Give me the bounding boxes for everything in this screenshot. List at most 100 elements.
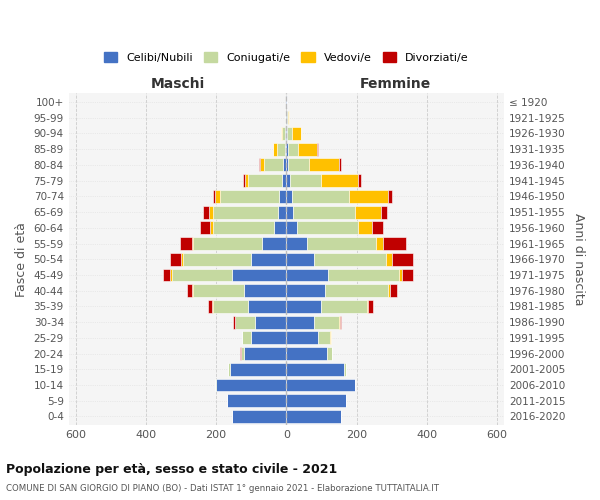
Bar [290, 174, 322, 187]
Bar [398, 268, 402, 281]
Text: Popolazione per età, sesso e stato civile - 2021: Popolazione per età, sesso e stato civil… [6, 462, 337, 475]
Bar [180, 237, 191, 250]
Bar [376, 237, 383, 250]
Bar [297, 222, 358, 234]
Bar [286, 410, 341, 423]
Bar [245, 174, 248, 187]
Bar [230, 363, 286, 376]
Bar [215, 190, 220, 203]
Bar [355, 206, 381, 218]
Bar [286, 174, 290, 187]
Bar [163, 268, 170, 281]
Bar [286, 394, 346, 407]
Bar [368, 300, 373, 313]
Bar [328, 268, 398, 281]
Bar [286, 378, 355, 392]
Bar [251, 253, 286, 266]
Bar [344, 363, 346, 376]
Bar [288, 142, 298, 156]
Bar [244, 347, 286, 360]
Bar [367, 300, 368, 313]
Bar [340, 316, 341, 328]
Bar [318, 332, 330, 344]
Bar [274, 142, 277, 156]
Bar [285, 112, 286, 124]
Bar [208, 300, 212, 313]
Bar [232, 268, 286, 281]
Bar [260, 158, 264, 172]
Bar [383, 237, 406, 250]
Bar [279, 190, 286, 203]
Bar [216, 378, 286, 392]
Bar [281, 127, 283, 140]
Bar [322, 300, 367, 313]
Bar [248, 174, 282, 187]
Bar [287, 127, 292, 140]
Bar [286, 237, 307, 250]
Bar [193, 237, 262, 250]
Bar [187, 284, 192, 297]
Bar [358, 174, 361, 187]
Bar [242, 332, 251, 344]
Bar [244, 284, 286, 297]
Bar [220, 190, 279, 203]
Bar [283, 127, 285, 140]
Bar [298, 142, 317, 156]
Bar [286, 300, 322, 313]
Bar [286, 190, 292, 203]
Bar [274, 222, 286, 234]
Bar [286, 142, 288, 156]
Bar [227, 394, 286, 407]
Bar [340, 158, 341, 172]
Bar [322, 174, 358, 187]
Text: COMUNE DI SAN GIORGIO DI PIANO (BO) - Dati ISTAT 1° gennaio 2021 - Elaborazione : COMUNE DI SAN GIORGIO DI PIANO (BO) - Da… [6, 484, 439, 493]
Bar [286, 363, 344, 376]
Bar [286, 158, 289, 172]
Bar [255, 316, 286, 328]
Bar [286, 332, 318, 344]
Bar [233, 316, 235, 328]
Bar [390, 284, 397, 297]
Bar [193, 284, 244, 297]
Bar [289, 158, 310, 172]
Bar [181, 253, 183, 266]
Bar [235, 316, 255, 328]
Bar [277, 142, 284, 156]
Bar [388, 284, 390, 297]
Text: Maschi: Maschi [151, 77, 205, 91]
Bar [212, 190, 215, 203]
Bar [248, 300, 286, 313]
Legend: Celibi/Nubili, Coniugati/e, Vedovi/e, Divorziati/e: Celibi/Nubili, Coniugati/e, Vedovi/e, Di… [104, 52, 469, 63]
Bar [286, 206, 293, 218]
Bar [264, 158, 283, 172]
Bar [286, 347, 326, 360]
Bar [284, 142, 286, 156]
Bar [402, 268, 413, 281]
Bar [381, 206, 388, 218]
Bar [278, 206, 286, 218]
Bar [170, 253, 181, 266]
Bar [183, 253, 251, 266]
Bar [314, 253, 386, 266]
Y-axis label: Fasce di età: Fasce di età [15, 222, 28, 296]
Bar [285, 127, 286, 140]
Bar [172, 268, 232, 281]
Bar [310, 158, 340, 172]
Bar [373, 222, 383, 234]
Bar [209, 206, 212, 218]
Bar [339, 316, 340, 328]
Y-axis label: Anni di nascita: Anni di nascita [572, 213, 585, 306]
Bar [229, 363, 230, 376]
Bar [251, 332, 286, 344]
Bar [286, 284, 325, 297]
Bar [317, 142, 318, 156]
Bar [241, 347, 244, 360]
Bar [286, 316, 314, 328]
Bar [307, 237, 376, 250]
Bar [314, 316, 339, 328]
Bar [232, 410, 286, 423]
Bar [388, 190, 392, 203]
Bar [286, 253, 314, 266]
Bar [283, 158, 286, 172]
Bar [262, 237, 286, 250]
